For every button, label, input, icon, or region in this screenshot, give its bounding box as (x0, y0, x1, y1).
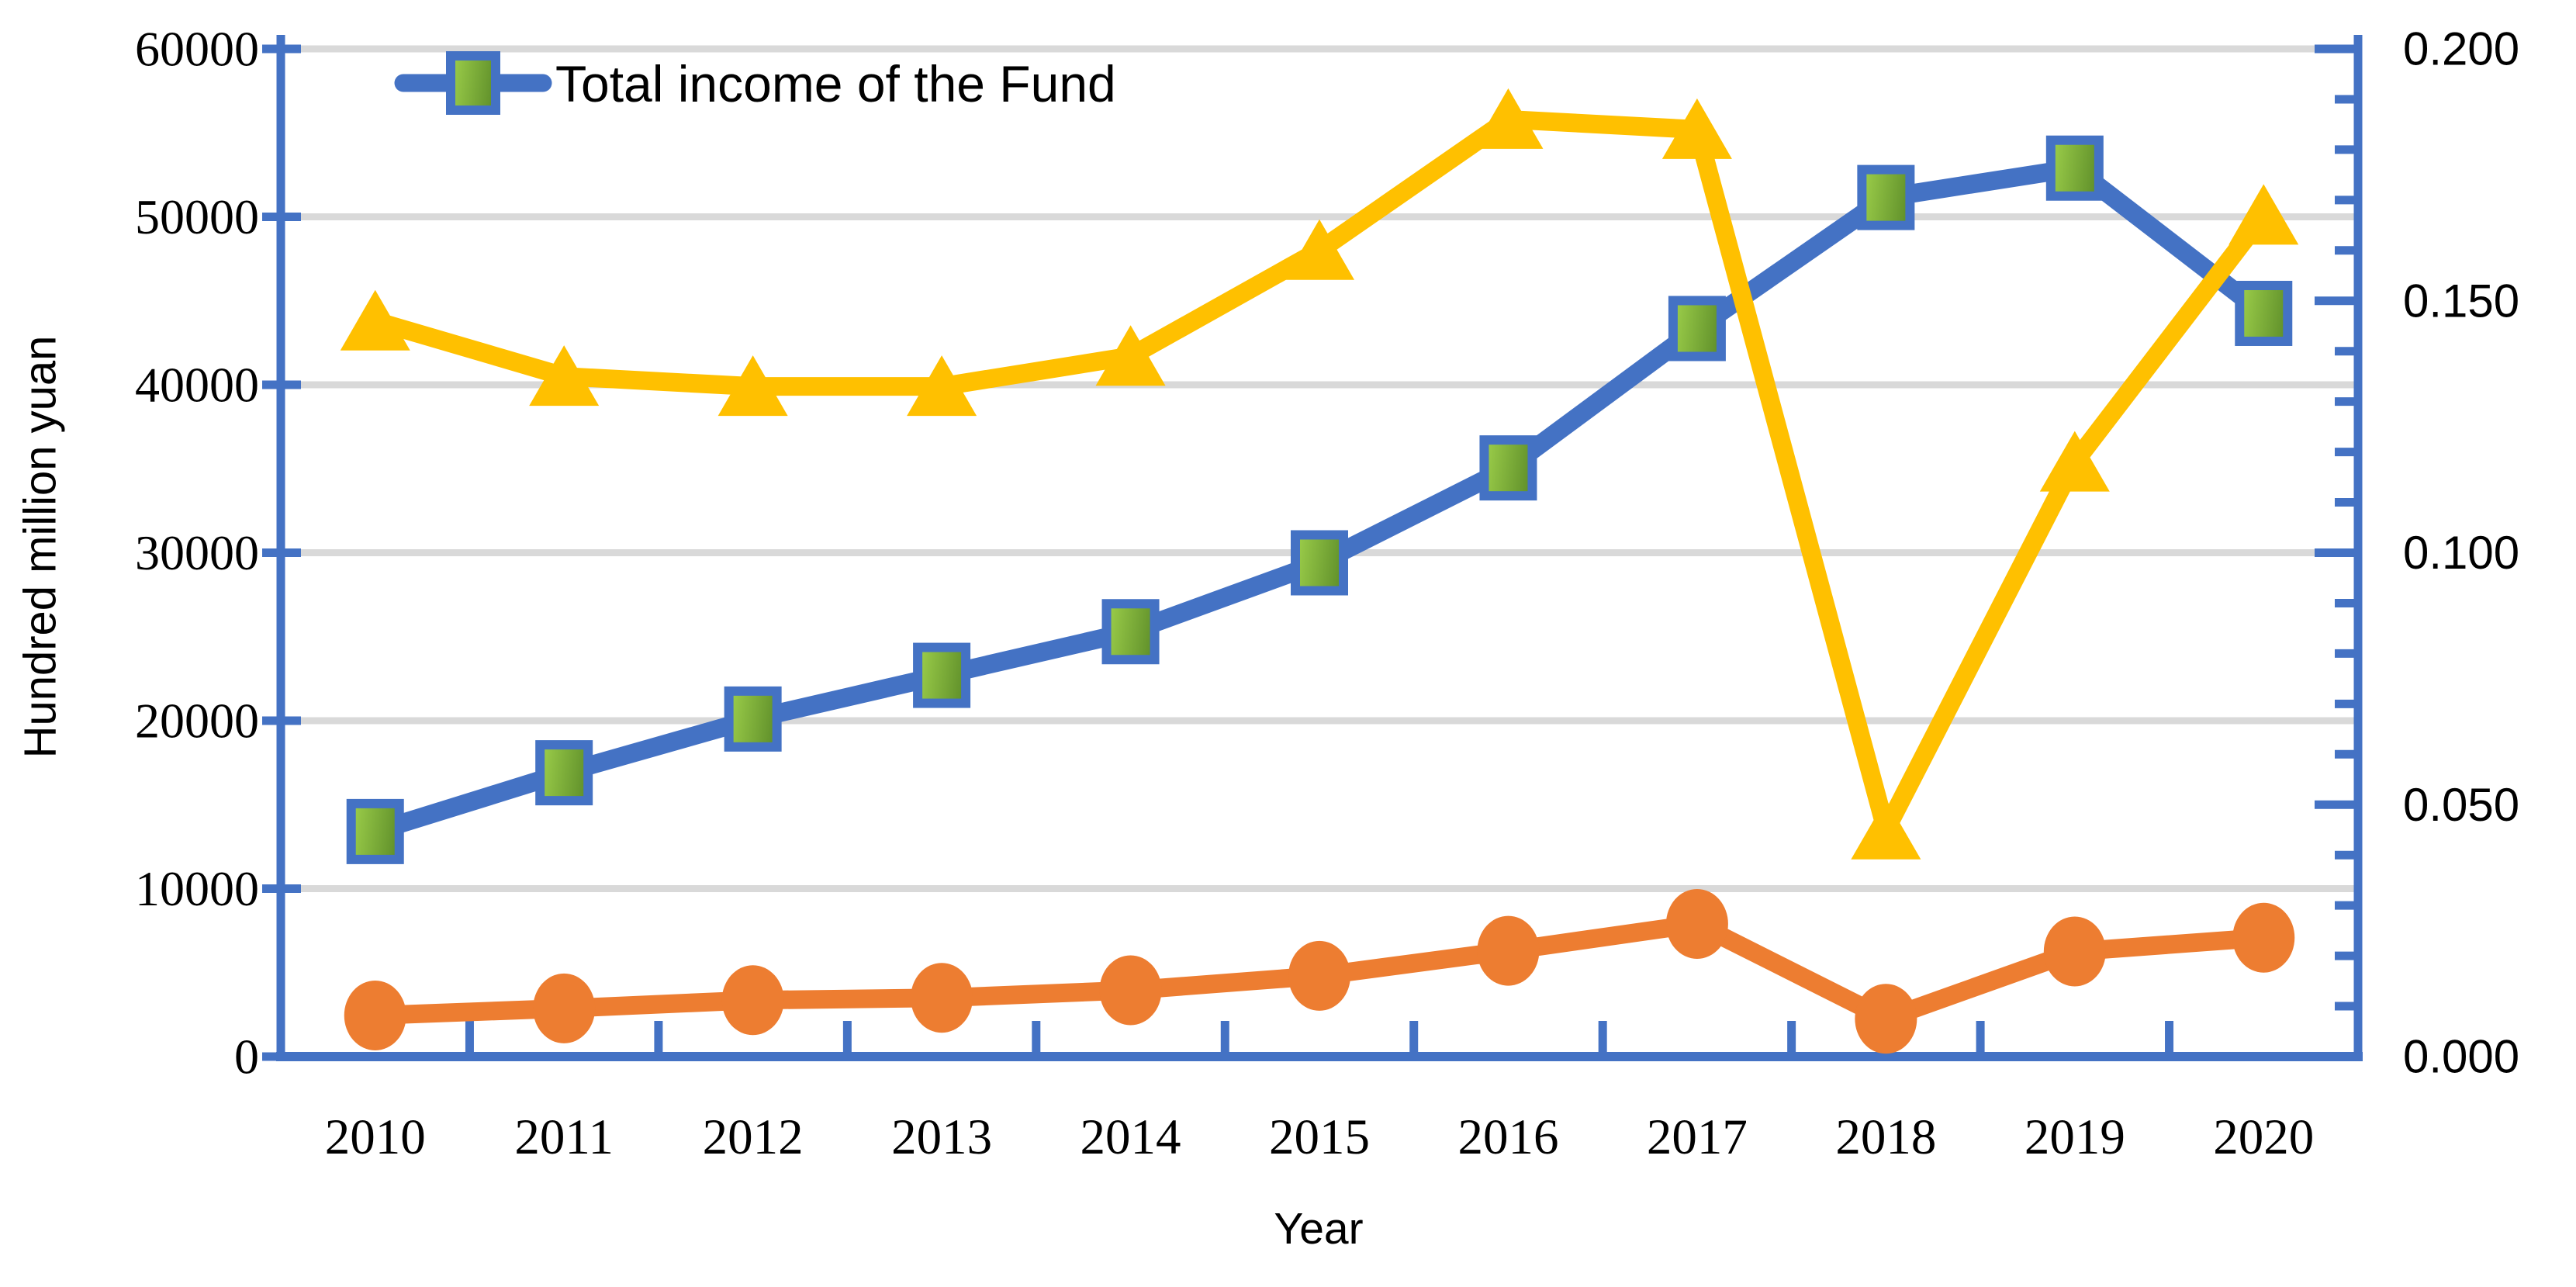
left-axis-tick-label: 40000 (135, 358, 259, 413)
x-axis-tick-label: 2012 (703, 1109, 804, 1165)
marker-orange-series-2012 (721, 965, 784, 1036)
x-axis-tick-label: 2010 (325, 1109, 426, 1165)
right-axis-tick-label: 0.150 (2403, 275, 2519, 327)
series-orange-series (344, 888, 2295, 1054)
marker-orange-series-2016 (1477, 915, 1540, 986)
series-gold-series (340, 88, 2299, 860)
marker-gold-series-2014 (1095, 325, 1166, 386)
series-total-income (346, 135, 2293, 864)
series-layer (340, 88, 2299, 1054)
marker-total-income-2013 (913, 642, 971, 708)
axes-layer (262, 35, 2363, 1061)
marker-gold-series-2015 (1285, 219, 1354, 280)
x-axis-tick-label: 2019 (2024, 1109, 2125, 1165)
left-axis-tick-label: 60000 (135, 22, 259, 77)
marker-total-income-2019 (2045, 135, 2104, 201)
marker-gold-series-2010 (340, 289, 410, 351)
x-axis-tick-label: 2011 (514, 1109, 614, 1165)
marker-orange-series-2020 (2232, 902, 2295, 973)
marker-total-income-2012 (724, 686, 782, 752)
marker-gold-series-2017 (1661, 98, 1732, 159)
marker-total-income-2015 (1291, 530, 1348, 596)
axis-labels-layer: 0 10000 20000 30000 40000 50000 60000 2010 2011 2… (135, 22, 2519, 1166)
legend-label: Total income of the Fund (555, 55, 1116, 112)
marker-gold-series-2016 (1473, 88, 1544, 149)
marker-orange-series-2013 (911, 963, 973, 1033)
x-axis-tick-label: 2016 (1457, 1109, 1558, 1165)
x-axis-tick-label: 2020 (2213, 1109, 2314, 1165)
marker-total-income-2011 (535, 740, 593, 806)
marker-orange-series-2017 (1665, 888, 1728, 959)
left-axis-tick-label: 0 (234, 1029, 259, 1085)
left-axis-title: Hundred million yuan (16, 336, 66, 759)
left-axis-tick-label: 20000 (135, 694, 259, 749)
x-axis-tick-label: 2017 (1647, 1109, 1748, 1165)
left-axis-tick-label: 10000 (135, 861, 259, 916)
x-axis-tick-label: 2013 (891, 1109, 992, 1165)
right-axis-tick-label: 0.100 (2403, 527, 2519, 579)
marker-total-income-2020 (2235, 280, 2293, 346)
left-axis-tick-label: 30000 (135, 525, 259, 580)
marker-gold-series-2019 (2039, 431, 2110, 492)
marker-total-income-2018 (1857, 164, 1915, 230)
marker-gold-series-2012 (717, 355, 788, 417)
marker-orange-series-2014 (1099, 955, 1162, 1026)
marker-gold-series-2018 (1851, 798, 1921, 860)
marker-total-income-2010 (346, 798, 404, 864)
x-axis-tick-label: 2018 (1835, 1109, 1936, 1165)
marker-orange-series-2010 (344, 980, 406, 1050)
right-axis-tick-label: 0.050 (2403, 779, 2519, 831)
marker-gold-series-2020 (2228, 184, 2299, 245)
x-axis-tick-label: 2014 (1081, 1109, 1181, 1165)
right-axis-tick-label: 0.200 (2403, 23, 2519, 75)
marker-total-income-2017 (1668, 296, 1726, 362)
marker-total-income-2016 (1479, 435, 1537, 501)
marker-orange-series-2015 (1288, 940, 1350, 1011)
marker-orange-series-2019 (2043, 916, 2106, 987)
right-axis-tick-label: 0.000 (2403, 1031, 2519, 1083)
x-axis-title: Year (1274, 1204, 1363, 1254)
marker-orange-series-2011 (533, 973, 596, 1043)
legend-square-marker (446, 51, 500, 115)
x-axis-tick-label: 2015 (1269, 1109, 1370, 1165)
marker-gold-series-2013 (907, 355, 977, 417)
marker-orange-series-2018 (1855, 984, 1917, 1054)
legend: Total income of the Fund (394, 51, 1116, 115)
marker-total-income-2014 (1101, 599, 1160, 665)
marker-gold-series-2011 (529, 345, 600, 407)
left-axis-tick-label: 50000 (135, 189, 259, 244)
